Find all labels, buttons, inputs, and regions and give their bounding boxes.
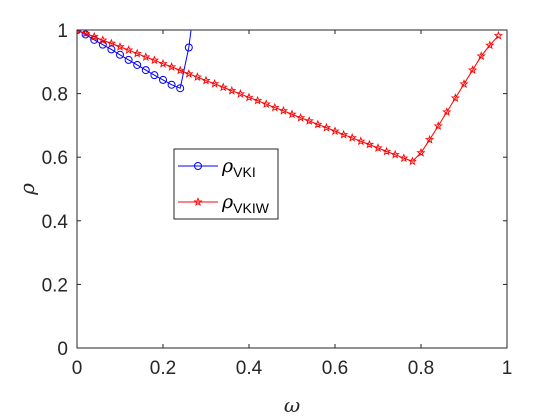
series-vki (77, 30, 193, 93)
y-tick-label: 0.8 (42, 85, 68, 106)
y-tick-label: 0.6 (42, 148, 68, 169)
legend-symbol-vki: ρ (221, 155, 234, 177)
data-point-vkiw (149, 55, 160, 65)
data-point-vkiw (442, 107, 452, 116)
data-point-vkiw (184, 68, 194, 78)
data-point-vkiw (158, 58, 168, 68)
plot-area-frame (76, 29, 508, 349)
data-point-vki (133, 60, 142, 69)
legend-marker-vki (194, 162, 202, 170)
data-point-vkiw (201, 75, 211, 85)
data-point-vkiw (132, 48, 142, 58)
data-point-vkiw (295, 112, 306, 122)
legend-subscript-vkiw: VKIW (233, 200, 270, 216)
data-point-vkiw (106, 38, 117, 48)
x-tick-label: 0.4 (236, 358, 263, 379)
data-point-vki (176, 84, 185, 93)
data-point-vkiw (235, 89, 246, 98)
x-axis-label: ω (284, 393, 300, 417)
data-point-vkiw (270, 102, 280, 112)
data-point-vki (184, 43, 193, 52)
data-point-vkiw (192, 72, 203, 82)
data-point-vkiw (356, 136, 366, 146)
data-point-vkiw (467, 65, 478, 75)
axis-ticks (76, 29, 508, 349)
data-point-vkiw (115, 41, 125, 51)
data-point-vkiw (364, 139, 375, 149)
data-point-vkiw (493, 30, 504, 40)
data-point-vkiw (338, 129, 349, 139)
data-point-vkiw (141, 52, 151, 61)
data-point-vkiw (287, 109, 297, 119)
data-point-vkiw (89, 31, 99, 41)
y-tick-label: 0.4 (42, 212, 69, 233)
data-point-vkiw (166, 62, 177, 71)
data-point-vkiw (80, 30, 91, 38)
y-axis-label: ρ (15, 183, 39, 196)
data-point-vki (98, 40, 107, 49)
series-vkiw (77, 30, 504, 166)
data-point-vkiw (261, 99, 271, 109)
data-point-vkiw (424, 134, 435, 144)
data-point-vkiw (373, 143, 383, 152)
legend-entry-vkiw: ρVKIW (221, 191, 270, 216)
data-point-vkiw (252, 95, 263, 105)
data-point-vki (116, 50, 124, 59)
data-point-vkiw (313, 119, 323, 129)
data-point-vkiw (416, 147, 426, 157)
data-point-vki (124, 55, 133, 64)
y-tick-label: 0.2 (42, 275, 68, 296)
x-tick-label: 0.6 (322, 358, 348, 379)
x-tick-label: 0.2 (150, 358, 176, 379)
data-point-vkiw (321, 122, 332, 132)
data-point-vkiw (123, 45, 134, 54)
data-point-vkiw (304, 116, 314, 125)
data-point-vkiw (407, 156, 418, 166)
y-tick-label: 0 (57, 339, 68, 360)
data-point-vkiw (244, 92, 254, 102)
legend-box (173, 148, 279, 220)
data-point-vkiw (347, 132, 357, 142)
series-layer (77, 30, 504, 166)
x-tick-label: 1 (502, 358, 513, 379)
data-point-vkiw (399, 153, 409, 163)
axis-tick-labels: 0 0.2 0.4 0.6 0.8 1 0 0.2 0.4 0.6 0.8 1 (42, 21, 513, 379)
data-point-vkiw (227, 85, 237, 95)
legend-entry-vki: ρVKI (221, 155, 256, 180)
data-point-vkiw (390, 149, 400, 159)
data-point-vkiw (278, 105, 289, 115)
data-point-vkiw (476, 51, 486, 61)
data-point-vkiw (218, 82, 228, 92)
data-point-vkiw (450, 93, 461, 102)
legend: ρVKI ρVKIW (173, 148, 279, 220)
data-point-vkiw (459, 79, 469, 89)
data-point-vkiw (98, 35, 108, 45)
data-point-vkiw (485, 40, 495, 50)
data-point-vki (167, 80, 176, 89)
legend-subscript-vki: VKI (233, 164, 256, 180)
data-point-vkiw (175, 65, 185, 75)
data-point-vki (141, 66, 150, 75)
x-tick-label: 0 (72, 358, 83, 379)
legend-star-shape (193, 197, 203, 206)
data-point-vki (107, 45, 116, 54)
data-point-vkiw (209, 78, 220, 88)
data-point-vkiw (330, 126, 340, 136)
x-tick-label: 0.8 (408, 358, 434, 379)
legend-marker-vkiw (193, 197, 203, 206)
legend-symbol-vkiw: ρ (221, 191, 234, 213)
data-point-vkiw (433, 121, 443, 130)
data-point-vki (159, 75, 167, 84)
y-tick-label: 1 (57, 21, 68, 42)
data-point-vkiw (381, 146, 392, 156)
data-point-vki (150, 71, 159, 80)
